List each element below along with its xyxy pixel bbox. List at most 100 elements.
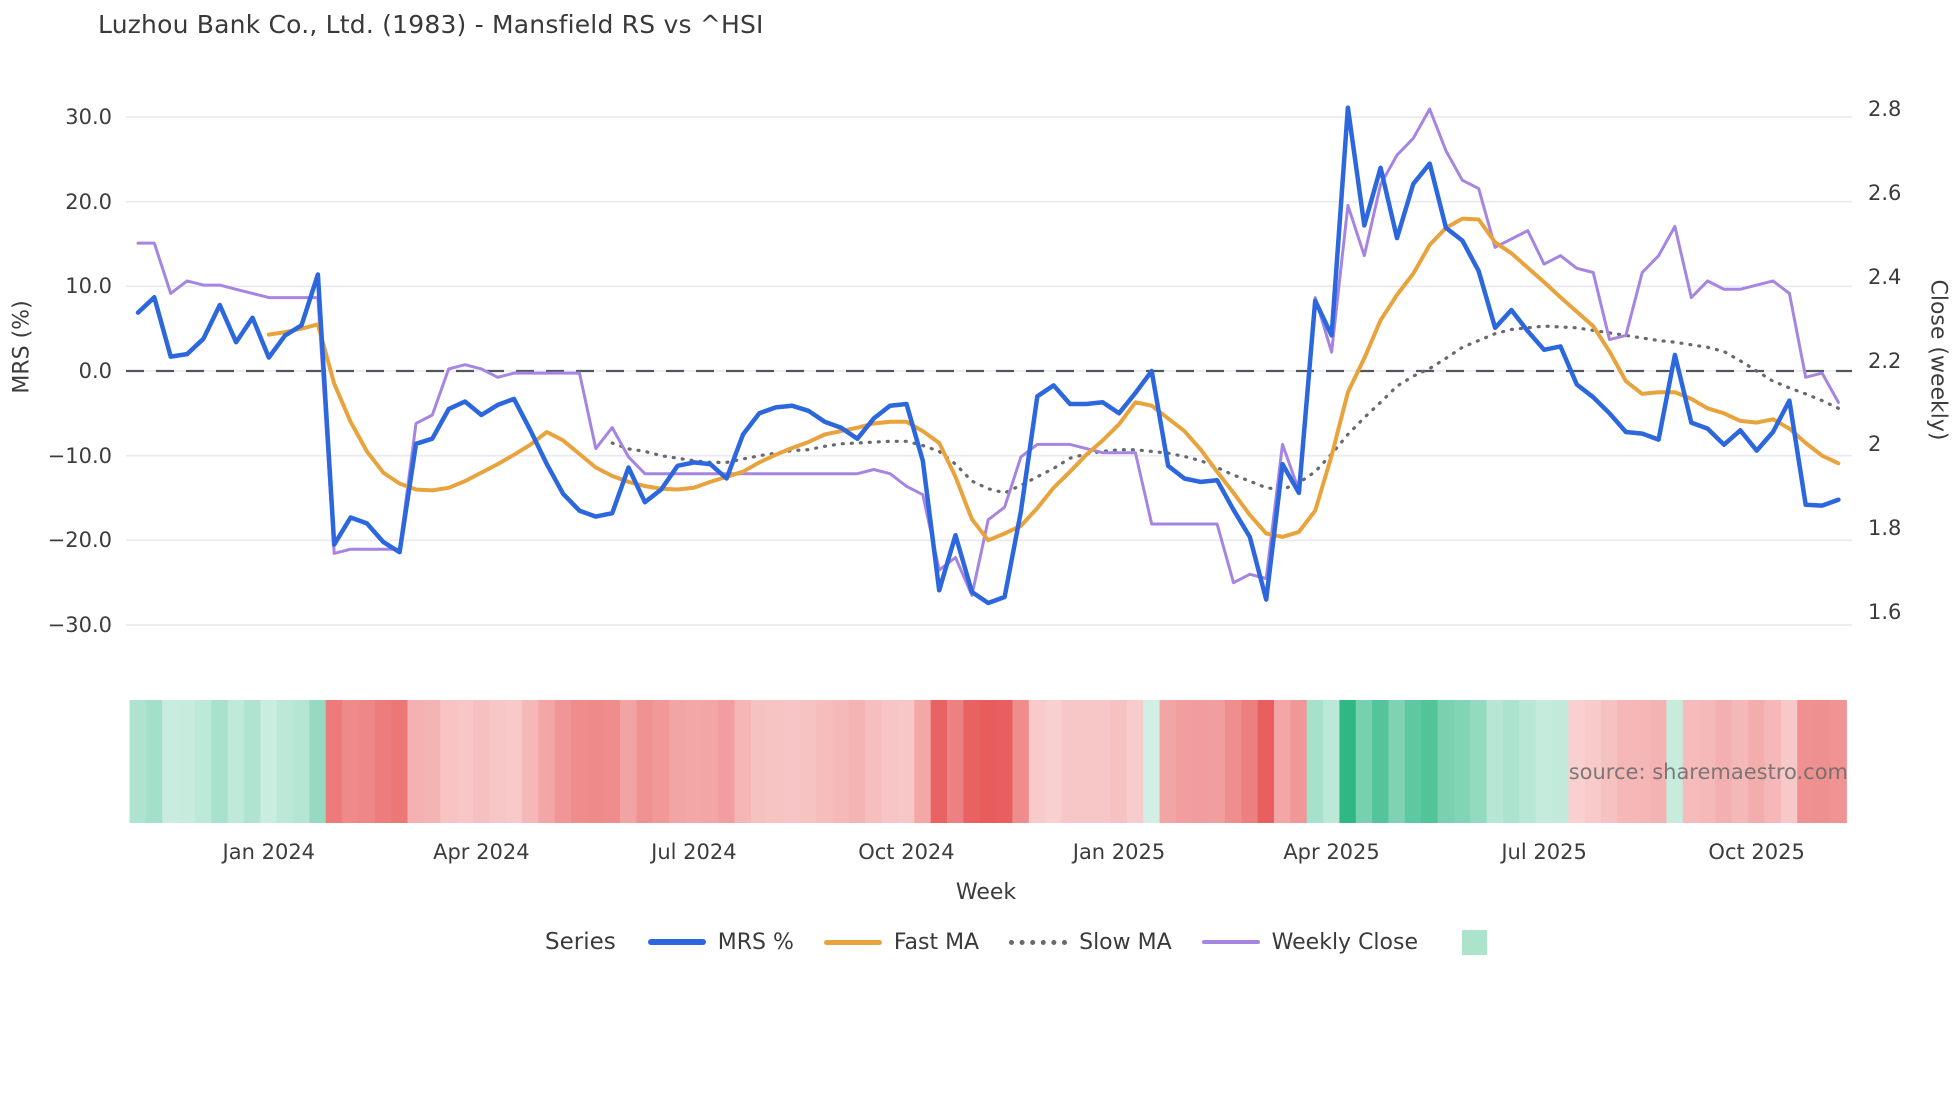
heatmap-cell xyxy=(1339,700,1357,823)
x-axis-tick: Apr 2024 xyxy=(433,840,530,864)
weekly-close-line-swatch xyxy=(1201,940,1260,944)
heatmap-cell xyxy=(947,700,964,823)
heatmap-cell xyxy=(1502,700,1520,823)
heatmap-cell xyxy=(227,700,245,823)
heatmap-cell xyxy=(799,700,817,823)
fast-ma-line xyxy=(266,216,1841,543)
heatmap-cell xyxy=(1306,700,1324,823)
heatmap-cell xyxy=(162,700,180,823)
heatmap-cell xyxy=(832,700,850,823)
heatmap-cell xyxy=(1290,700,1308,823)
weekly-close-line xyxy=(136,107,1840,597)
y-axis-tick-left: 10.0 xyxy=(65,274,112,299)
heatmap-cell xyxy=(1682,700,1700,823)
heatmap-cell xyxy=(1208,700,1226,823)
legend-item-weekly-close: Weekly Close xyxy=(1201,929,1419,955)
heatmap-cell xyxy=(1355,700,1373,823)
x-axis-tick: Jan 2025 xyxy=(1072,840,1166,864)
heatmap-cell xyxy=(243,700,261,823)
heatmap-cell xyxy=(1421,700,1439,823)
heatmap-cell xyxy=(1257,700,1275,823)
heatmap-cell xyxy=(1274,700,1291,823)
y-axis-tick-left: −10.0 xyxy=(47,443,112,468)
x-axis-tick: Oct 2024 xyxy=(858,840,955,864)
y-axis-tick-left: −20.0 xyxy=(47,528,112,553)
heatmap-cell xyxy=(1535,700,1553,823)
heatmap-cell xyxy=(734,700,752,823)
heatmap-cell xyxy=(554,700,572,823)
x-axis-tick: Jul 2024 xyxy=(651,840,737,864)
heatmap-cell xyxy=(1568,700,1586,823)
y-axis-tick-left: 30.0 xyxy=(65,105,112,130)
heatmap-cell xyxy=(325,700,343,823)
heatmap-cell xyxy=(930,700,948,823)
heatmap-cell xyxy=(636,700,654,823)
heatmap-cell xyxy=(260,700,278,823)
heatmap-cell xyxy=(505,700,523,823)
legend-item-slow-ma: Slow MA xyxy=(1009,930,1172,955)
mrs-line-swatch xyxy=(647,939,706,945)
heatmap-cell xyxy=(521,700,539,823)
heatmap-cell xyxy=(145,700,163,823)
y-axis-tick-left: −30.0 xyxy=(47,612,112,637)
heatmap-cell xyxy=(1797,700,1815,823)
heatmap-cell xyxy=(129,700,147,823)
heatmap-cell xyxy=(407,700,425,823)
heatmap-cell xyxy=(391,700,409,823)
y-axis-tick-right: 2.6 xyxy=(1868,180,1902,205)
heatmap-cell xyxy=(1617,700,1635,823)
slow-ma-line xyxy=(610,324,1841,495)
heatmap-cell xyxy=(1486,700,1504,823)
heatmap-cell xyxy=(1470,700,1488,823)
x-axis-tick: Jan 2024 xyxy=(222,840,316,864)
heatmap-cell xyxy=(1241,700,1259,823)
heatmap-cell xyxy=(1323,700,1341,823)
heatmap-cell xyxy=(1813,700,1831,823)
heatmap-cell xyxy=(750,700,768,823)
fast-ma-line-swatch xyxy=(823,939,882,945)
heatmap-cell xyxy=(1437,700,1455,823)
heatmap-cell xyxy=(194,700,212,823)
heatmap-cell xyxy=(1453,700,1471,823)
x-axis-tick: Oct 2025 xyxy=(1708,840,1805,864)
heatmap-cell xyxy=(1601,700,1618,823)
heatmap-cell xyxy=(865,700,883,823)
heatmap-cell xyxy=(1094,700,1112,823)
heatmap-cell xyxy=(652,700,670,823)
heatmap-cell xyxy=(1731,700,1749,823)
heatmap-cell xyxy=(1699,700,1717,823)
heatmap-cell xyxy=(276,700,294,823)
heatmap-cell xyxy=(1650,700,1668,823)
heatmap-cell xyxy=(914,700,932,823)
heatmap-cell xyxy=(440,700,458,823)
heatmap-cell xyxy=(1388,700,1406,823)
heatmap-cell xyxy=(1224,700,1242,823)
y-axis-tick-right: 1.6 xyxy=(1868,600,1902,625)
legend-item-label: Slow MA xyxy=(1079,929,1172,955)
heatmap-cell xyxy=(603,700,621,823)
heatmap-cell xyxy=(342,700,360,823)
legend-item-label: Fast MA xyxy=(893,929,980,955)
heatmap-cell xyxy=(1077,700,1095,823)
heatmap-cell xyxy=(816,700,834,823)
slow-ma-line-swatch xyxy=(1009,939,1068,945)
heatmap-cell xyxy=(211,700,229,823)
heatmap-cell xyxy=(374,700,392,823)
y-axis-tick-right: 2 xyxy=(1868,432,1882,457)
heatmap-cell xyxy=(1666,700,1684,823)
heatmap-cell xyxy=(1126,700,1144,823)
y-axis-tick-right: 2.4 xyxy=(1868,264,1902,289)
heatmap-cell xyxy=(620,700,637,823)
heatmap-cell xyxy=(293,700,310,823)
heatmap-cell xyxy=(358,700,376,823)
heatmap-cell xyxy=(1715,700,1733,823)
mrs-line xyxy=(135,105,1841,606)
heatmap-cell xyxy=(963,700,981,823)
x-axis-tick: Jul 2025 xyxy=(1501,840,1587,864)
heatmap-cell xyxy=(309,700,327,823)
heatmap-legend-swatch xyxy=(1462,929,1488,955)
legend-item-label: Weekly Close xyxy=(1271,929,1419,955)
y-axis-tick-left: 20.0 xyxy=(65,189,112,214)
